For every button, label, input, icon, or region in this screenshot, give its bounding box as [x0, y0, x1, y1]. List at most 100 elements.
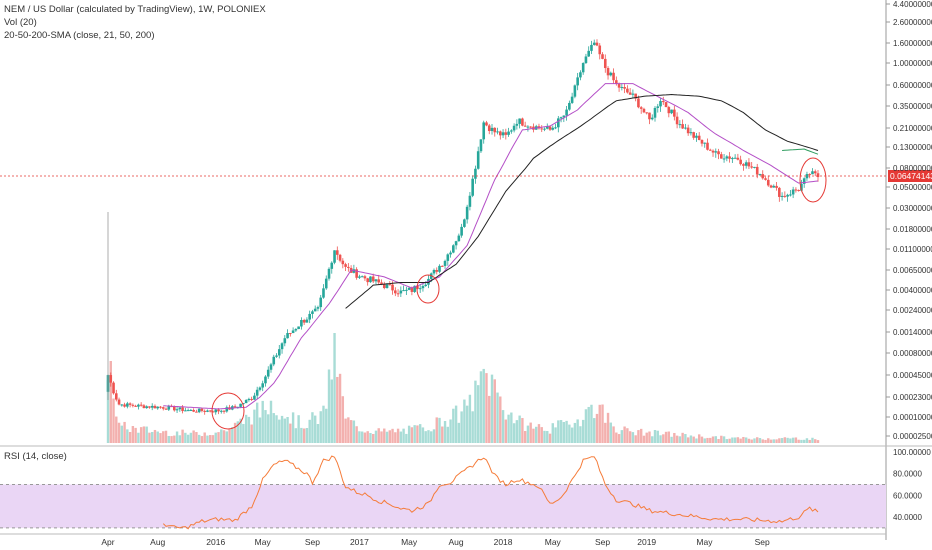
volume-bar	[355, 426, 358, 443]
volume-bar	[319, 411, 322, 443]
candle-body	[250, 398, 253, 400]
candle-body	[706, 142, 709, 150]
rsi-tick-label: 40.0000	[893, 513, 922, 522]
volume-bar	[217, 432, 220, 443]
volume-bar	[750, 439, 753, 443]
candle-body	[300, 319, 303, 327]
y-tick-label: 0.00002500	[893, 432, 932, 441]
volume-bar	[286, 417, 289, 443]
candle-body	[294, 329, 298, 331]
volume-bar	[178, 435, 182, 443]
volume-bar	[767, 438, 770, 443]
volume-bar	[568, 424, 571, 443]
volume-bar	[576, 419, 579, 443]
volume-bar	[642, 435, 646, 443]
volume-bar	[593, 418, 596, 443]
candle-body	[598, 45, 602, 55]
candle-body	[711, 150, 715, 153]
candle-body	[225, 407, 229, 412]
volume-bar	[772, 439, 775, 443]
candle-body	[802, 178, 806, 184]
volume-bar	[347, 417, 350, 443]
volume-bar	[109, 360, 112, 443]
volume-bar	[115, 416, 118, 443]
candle-body	[313, 308, 317, 312]
volume-bar	[523, 431, 527, 443]
candle-body	[775, 185, 778, 188]
volume-bar	[454, 405, 458, 443]
x-tick-label: May	[255, 537, 272, 547]
volume-bar	[753, 438, 756, 443]
volume-bar	[106, 380, 110, 443]
y-tick-label: 0.03000000	[893, 204, 932, 213]
candle-body	[581, 63, 585, 73]
candle-body	[548, 126, 552, 130]
candle-body	[327, 268, 331, 279]
volume-bar	[639, 428, 643, 443]
candle-body	[161, 407, 165, 409]
candle-body	[650, 117, 654, 120]
candle-body	[297, 326, 300, 330]
annotation-circle	[799, 157, 827, 203]
candle-body	[435, 269, 439, 272]
candle-body	[510, 130, 513, 132]
volume-bar	[369, 432, 372, 443]
candle-body	[112, 382, 115, 394]
candle-body	[753, 166, 756, 168]
volume-bar	[222, 430, 226, 443]
candle-body	[446, 254, 450, 261]
volume-bar	[261, 400, 264, 443]
volume-bar	[686, 437, 690, 443]
annotations	[0, 157, 886, 430]
candle-body	[529, 126, 532, 128]
candle-body	[186, 410, 190, 412]
volume-bar	[598, 404, 601, 443]
candle-body	[418, 288, 422, 290]
volume-bar	[681, 432, 684, 443]
volume-bar	[626, 428, 629, 443]
candle-body	[126, 403, 129, 407]
volume-bar	[476, 385, 480, 443]
volume-bar	[664, 431, 668, 443]
volume-bar	[548, 433, 552, 443]
candle-body	[153, 405, 157, 409]
volume-bar	[703, 438, 706, 443]
candle-body	[374, 279, 378, 282]
volume-bar	[786, 437, 789, 443]
volume-bar	[391, 428, 394, 443]
volume-bar	[510, 412, 513, 443]
candle-body	[601, 54, 604, 59]
volume-bar	[700, 436, 704, 443]
volume-bar	[573, 422, 577, 443]
candle-body	[214, 409, 218, 413]
x-tick-label: Apr	[101, 537, 114, 547]
candle-body	[454, 241, 458, 246]
candle-body	[700, 139, 704, 144]
x-tick-label: Sep	[595, 537, 610, 547]
volume-bar	[253, 409, 256, 443]
candle-body	[305, 319, 309, 323]
candle-body	[131, 404, 135, 406]
candle-body	[247, 398, 251, 401]
candle-body	[449, 252, 452, 255]
candle-body	[399, 290, 403, 294]
volume-bar	[628, 431, 632, 443]
candle-body	[355, 269, 358, 278]
candle-body	[670, 109, 673, 114]
volume-bar	[775, 439, 778, 443]
candle-body	[681, 124, 684, 129]
volume-bar	[438, 417, 441, 443]
volume-bar	[579, 426, 582, 443]
volume-bar	[457, 422, 461, 443]
candle-body	[639, 107, 643, 109]
candle-body	[322, 288, 325, 298]
y-tick-label: 0.00650000	[893, 266, 932, 275]
volume-bar	[780, 438, 784, 443]
volume-bar	[802, 439, 806, 443]
candle-body	[156, 406, 160, 409]
volume-bar	[300, 427, 303, 443]
candle-body	[568, 102, 571, 110]
volume-bar	[717, 439, 720, 443]
y-tick-label: 0.00080000	[893, 349, 932, 358]
